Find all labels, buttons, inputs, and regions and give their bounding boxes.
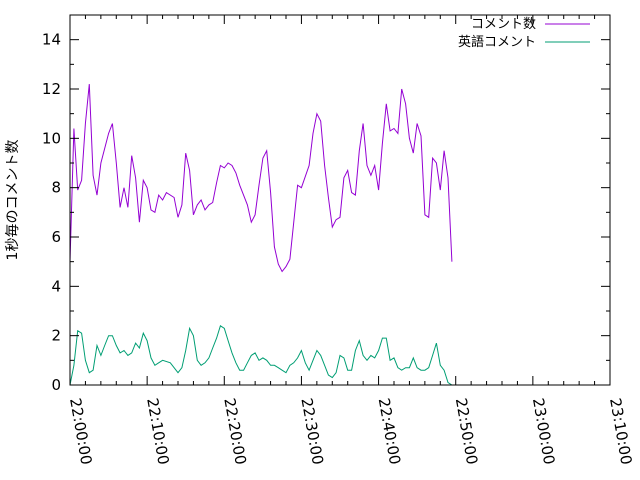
y-tick-label: 8 xyxy=(51,179,61,197)
x-tick-label: 22:10:00 xyxy=(143,397,172,466)
y-tick-label: 6 xyxy=(51,228,61,246)
y-tick-label: 2 xyxy=(51,327,61,345)
plot-frame xyxy=(69,14,611,386)
series-layer xyxy=(69,84,453,386)
x-tick-label: 22:20:00 xyxy=(220,397,249,466)
x-tick-label: 23:10:00 xyxy=(606,397,635,466)
series-line-english-comments xyxy=(69,325,453,386)
x-tick-label: 22:50:00 xyxy=(452,397,481,466)
y-tick-label: 10 xyxy=(42,129,61,147)
series-line-comments xyxy=(69,84,453,273)
legend-label-comments: コメント数 xyxy=(471,17,536,32)
y-tick-label: 14 xyxy=(42,31,61,49)
legend: コメント数 英語コメント xyxy=(458,17,590,50)
y-tick-label: 0 xyxy=(51,376,61,394)
y-axis-label: 1秒毎のコメント数 xyxy=(5,140,21,261)
x-tick-label: 22:00:00 xyxy=(66,397,95,466)
ticks-layer: 0 2 4 6 8 10 12 14 22:00:00 22:10:00 22:20:00 22:30… xyxy=(42,15,635,466)
x-tick-label: 22:40:00 xyxy=(375,397,404,466)
legend-label-english-comments: 英語コメント xyxy=(458,34,536,50)
y-tick-label: 4 xyxy=(51,277,61,295)
x-tick-label: 22:30:00 xyxy=(297,397,326,466)
x-tick-label: 23:00:00 xyxy=(529,397,558,466)
y-tick-label: 12 xyxy=(42,80,61,98)
